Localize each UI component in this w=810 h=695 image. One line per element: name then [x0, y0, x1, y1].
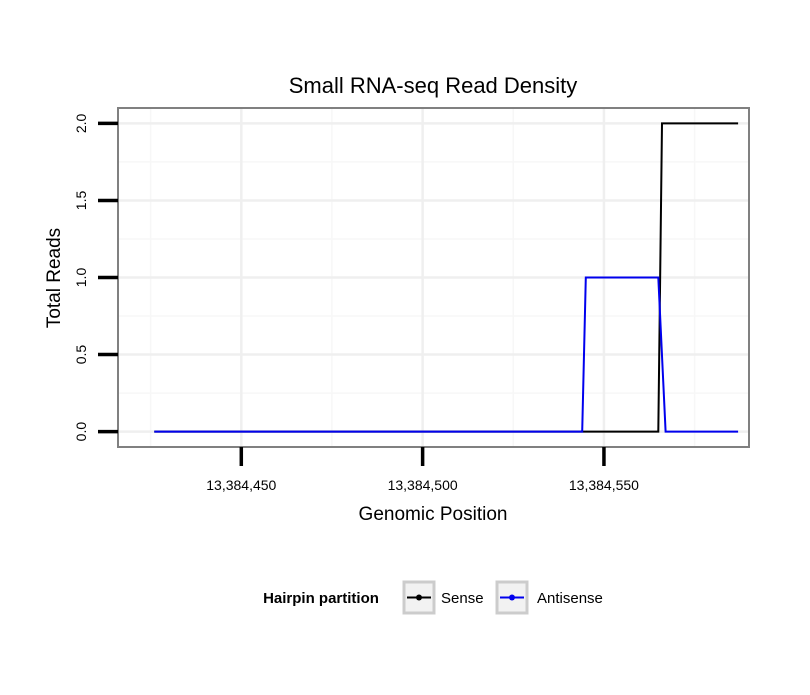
- legend: Hairpin partition Sense Antisense: [263, 580, 603, 615]
- x-tick-label: 13,384,500: [388, 477, 458, 493]
- y-axis: 0.0 0.5 1.0 1.5 2.0: [73, 113, 118, 441]
- chart-title: Small RNA-seq Read Density: [289, 73, 578, 98]
- legend-label-sense: Sense: [441, 590, 484, 607]
- y-tick-label: 1.0: [73, 268, 89, 288]
- x-axis: 13,384,450 13,384,500 13,384,550: [206, 447, 639, 493]
- series-line-antisense: [154, 276, 739, 433]
- x-tick-label: 13,384,450: [206, 477, 276, 493]
- series-layer: [154, 122, 739, 433]
- y-axis-label: Total Reads: [44, 228, 65, 328]
- legend-dot-antisense: [509, 594, 515, 601]
- legend-dot-sense: [416, 594, 422, 601]
- y-tick-label: 1.5: [73, 191, 89, 211]
- legend-label-antisense: Antisense: [537, 590, 603, 607]
- y-tick-label: 0.0: [73, 422, 89, 442]
- y-tick-label: 2.0: [73, 113, 89, 133]
- x-axis-label: Genomic Position: [359, 504, 508, 525]
- legend-title: Hairpin partition: [263, 590, 379, 607]
- x-tick-label: 13,384,550: [569, 477, 639, 493]
- y-tick-label: 0.5: [73, 345, 89, 365]
